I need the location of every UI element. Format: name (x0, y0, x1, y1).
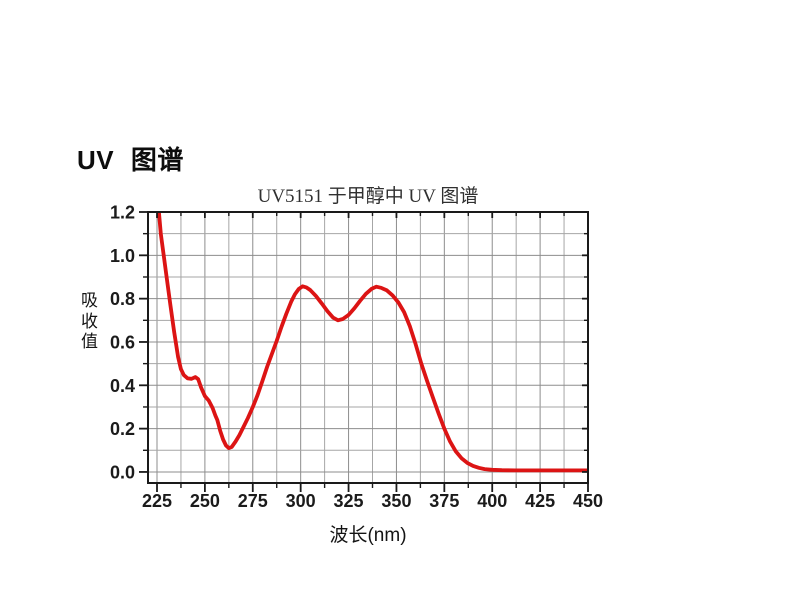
y-tick-label: 0.8 (110, 289, 135, 309)
x-axis-label: 波长(nm) (329, 525, 407, 546)
x-tick-label: 450 (573, 491, 603, 511)
x-tick-label: 350 (381, 491, 411, 511)
y-tick-label: 1.2 (110, 203, 135, 223)
y-tick-label: 0.4 (110, 376, 135, 396)
x-tick-label: 425 (525, 491, 555, 511)
x-tick-label: 375 (429, 491, 459, 511)
x-tick-label: 300 (286, 491, 316, 511)
spectrum-curve (157, 212, 588, 473)
y-axis-label: 吸收值 (81, 291, 98, 351)
plot-frame (147, 211, 589, 484)
page-title: UV 图谱 (77, 145, 184, 175)
x-tick-label: 250 (190, 491, 220, 511)
x-tick-label: 275 (238, 491, 268, 511)
x-tick-label: 325 (334, 491, 364, 511)
y-tick-label: 0.0 (110, 462, 135, 482)
x-tick-label: 400 (477, 491, 507, 511)
y-tick-label: 0.2 (110, 419, 135, 439)
y-tick-label: 1.0 (110, 246, 135, 266)
y-tick-label: 0.6 (110, 332, 135, 352)
x-tick-label: 225 (142, 491, 172, 511)
chart-title: UV5151 于甲醇中 UV 图谱 (257, 186, 479, 207)
